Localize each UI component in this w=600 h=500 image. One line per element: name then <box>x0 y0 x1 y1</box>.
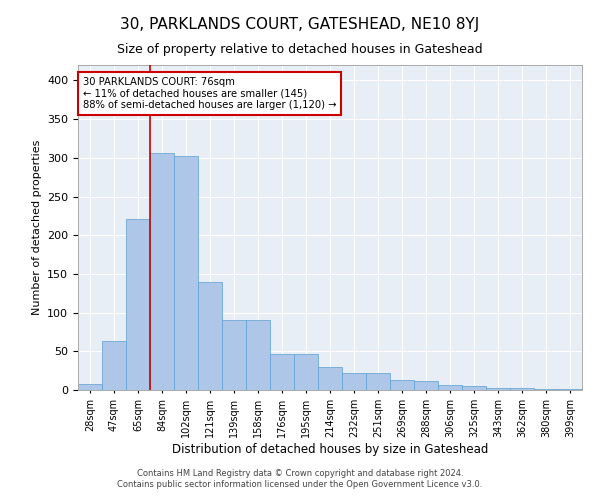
Text: Contains HM Land Registry data © Crown copyright and database right 2024.: Contains HM Land Registry data © Crown c… <box>137 468 463 477</box>
Bar <box>366 373 390 390</box>
Bar <box>294 354 318 390</box>
Bar <box>174 156 198 390</box>
Bar <box>438 386 462 390</box>
Bar <box>462 386 486 390</box>
Bar <box>318 367 342 390</box>
Bar <box>198 282 222 390</box>
Bar <box>78 384 102 390</box>
Bar <box>102 341 126 390</box>
X-axis label: Distribution of detached houses by size in Gateshead: Distribution of detached houses by size … <box>172 442 488 456</box>
Bar <box>510 388 534 390</box>
Bar <box>126 219 150 390</box>
Bar <box>486 388 510 390</box>
Y-axis label: Number of detached properties: Number of detached properties <box>32 140 41 315</box>
Bar <box>558 389 582 390</box>
Text: Contains public sector information licensed under the Open Government Licence v3: Contains public sector information licen… <box>118 480 482 489</box>
Bar <box>222 320 246 390</box>
Bar <box>414 382 438 390</box>
Bar <box>390 380 414 390</box>
Bar <box>270 354 294 390</box>
Text: 30 PARKLANDS COURT: 76sqm
← 11% of detached houses are smaller (145)
88% of semi: 30 PARKLANDS COURT: 76sqm ← 11% of detac… <box>83 76 337 110</box>
Bar <box>246 320 270 390</box>
Bar <box>534 389 558 390</box>
Text: 30, PARKLANDS COURT, GATESHEAD, NE10 8YJ: 30, PARKLANDS COURT, GATESHEAD, NE10 8YJ <box>121 18 479 32</box>
Bar <box>342 373 366 390</box>
Bar <box>150 153 174 390</box>
Text: Size of property relative to detached houses in Gateshead: Size of property relative to detached ho… <box>117 42 483 56</box>
